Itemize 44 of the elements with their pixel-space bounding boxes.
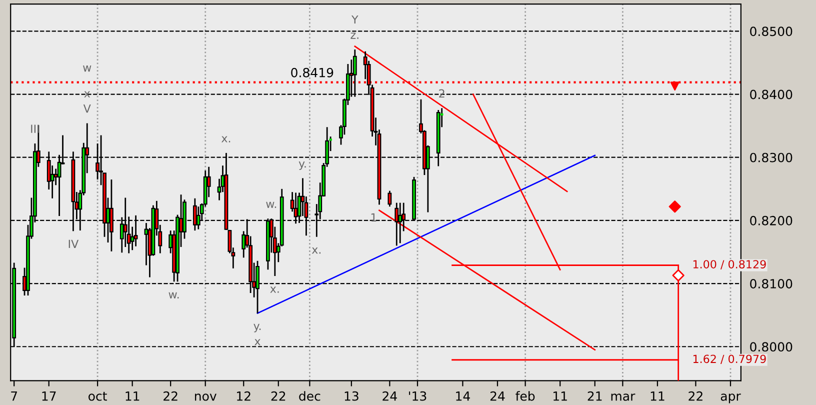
x-tick-label: mar — [611, 394, 636, 401]
x-tick-label: 22 — [271, 391, 286, 401]
x-tick-label: 17 — [42, 392, 56, 401]
x-tick-label: 22 — [688, 391, 702, 401]
y-tick-label: 0.8100 — [750, 279, 792, 288]
x-tick-label: 13 — [344, 391, 358, 401]
x-tick-label: 11 — [554, 392, 567, 401]
annotation: w. — [266, 202, 276, 208]
x-tick-label: 11 — [650, 392, 664, 401]
annotation: z. — [350, 32, 358, 39]
x-tick-label: oct — [88, 392, 107, 401]
x-tick-label: 14 — [456, 392, 470, 401]
annotation: 1.00 / 0.8129 — [693, 260, 766, 270]
ref-line-label: 0.8419 — [291, 68, 334, 78]
y-tick-label: 0.8200 — [750, 216, 792, 226]
y-tick-label: 0.8000 — [750, 342, 792, 352]
x-tick-label: '13 — [409, 391, 426, 401]
y-tick-label: 0.8400 — [750, 90, 792, 100]
x-tick-label: 22 — [164, 391, 178, 401]
x-tick-label: 12 — [237, 391, 250, 401]
x-tick-label: 24 — [382, 391, 397, 401]
annotation: V — [83, 104, 91, 113]
x-tick-label: apr — [720, 394, 741, 404]
x-tick-label: 21 — [588, 391, 602, 401]
y-tick-label: 0.8500 — [750, 26, 792, 36]
annotation: x. — [221, 136, 230, 142]
annotation: w. — [168, 292, 179, 298]
x-tick-label: 7 — [11, 392, 17, 401]
annotation: w — [83, 66, 92, 72]
y-tick-label: 0.8300 — [750, 152, 792, 162]
x-tick-label: 11 — [126, 392, 140, 401]
annotation: x — [254, 339, 260, 346]
annotation: 1 — [371, 213, 376, 222]
x-tick-label: dec — [299, 391, 320, 401]
annotation: x. — [312, 248, 320, 254]
annotation: y. — [254, 324, 261, 332]
annotation: IV — [68, 240, 79, 248]
x-tick-label: 24 — [490, 391, 505, 401]
annotation: Y — [351, 15, 358, 24]
annotation: y. — [298, 161, 306, 170]
annotation: x. — [270, 286, 279, 293]
annotation: 1.62 / 0.7979 — [693, 354, 766, 364]
x-tick-label: feb — [516, 391, 535, 401]
x-tick-label: nov — [195, 394, 216, 401]
